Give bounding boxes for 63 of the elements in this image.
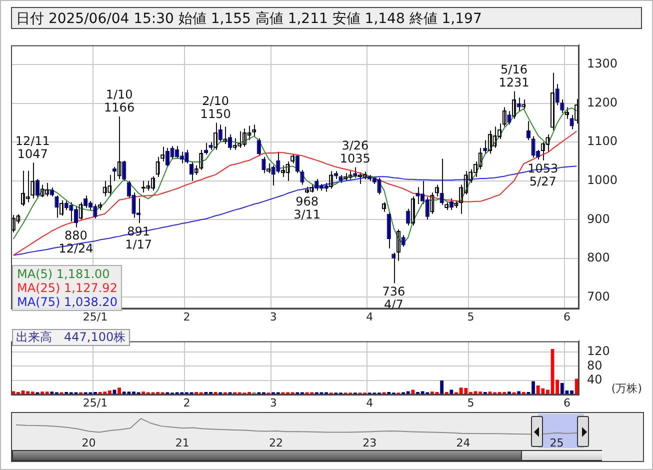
candlestick (526, 120, 531, 141)
y-tick-label: 40 (587, 372, 602, 387)
annotation: 736 4/7 (382, 284, 406, 312)
x-tick-label: 2 (183, 396, 190, 410)
candlestick (401, 234, 406, 248)
x-tick-label: 3 (270, 310, 277, 324)
x-tick-label: 21 (175, 436, 190, 450)
candlestick (392, 252, 396, 284)
text: MA(5) 1,181.00 (17, 267, 111, 281)
candlestick (122, 160, 126, 182)
x-tick-label: 4 (366, 396, 374, 410)
x-tick-label: 25/1 (82, 396, 108, 410)
candlestick (406, 208, 410, 226)
x-tick-label: 25/1 (82, 310, 108, 324)
chart-title: 日付 2025/06/04 15:30 始値 1,155 高値 1,211 安値 1,148 終値 1,197 (11, 7, 642, 29)
annotation: 880 12/24 (58, 228, 94, 256)
chart-title: 出来高 447,100株 (12, 329, 130, 346)
y-tick-label: 120 (587, 344, 610, 358)
x-tick-label: 24 (456, 436, 470, 450)
y-tick-label: 80 (587, 358, 602, 372)
y-tick-label: 900 (587, 212, 610, 226)
annotation: 12/11 1047 (15, 134, 50, 161)
annotation: 3/26 1035 (340, 138, 370, 166)
candlestick (440, 158, 444, 206)
text: MA(75) 1,038.20 (17, 295, 118, 309)
bar (440, 380, 444, 395)
x-tick-label: 20 (82, 436, 96, 450)
x-tick-label: 23 (362, 436, 377, 450)
candlestick (256, 138, 261, 156)
y-axis-title: (万株) (611, 381, 642, 396)
y-tick-label: 1100 (587, 134, 618, 148)
candlestick (228, 134, 232, 150)
candlestick (262, 156, 266, 174)
annotation: 5/16 1231 (498, 62, 530, 90)
y-tick-label: 1300 (587, 56, 618, 71)
x-tick-label: 2 (183, 310, 190, 324)
y-tick-label: 1200 (587, 95, 618, 110)
candlestick (507, 110, 512, 126)
annotation: 968 3/11 (294, 194, 321, 222)
candlestick (54, 195, 59, 218)
y-tick-label: 800 (587, 250, 610, 265)
candlestick (74, 206, 78, 228)
x-tick-label: 3 (270, 396, 277, 410)
annotation: 2/10 1150 (200, 94, 231, 121)
x-tick-label: 5 (467, 310, 474, 324)
candlestick (189, 162, 194, 182)
bar (118, 388, 121, 395)
candlestick (84, 195, 88, 209)
x-tick-label: 4 (366, 310, 374, 324)
candlestick (300, 170, 304, 186)
x-tick-label: 5 (467, 396, 474, 410)
candlestick (560, 98, 564, 114)
candlestick (570, 114, 574, 130)
text: MA(25) 1,127.92 (17, 281, 118, 295)
y-tick-label: 700 (587, 289, 610, 304)
x-tick-label: 6 (563, 310, 570, 324)
x-tick-label: 6 (563, 396, 570, 410)
annotation: 1/10 1166 (104, 88, 135, 115)
candlestick (449, 198, 454, 210)
x-tick-label: 22 (269, 436, 283, 450)
x-tick-label: 25 (550, 436, 564, 450)
y-tick-label: 1000 (587, 173, 618, 187)
candlestick (386, 211, 391, 249)
